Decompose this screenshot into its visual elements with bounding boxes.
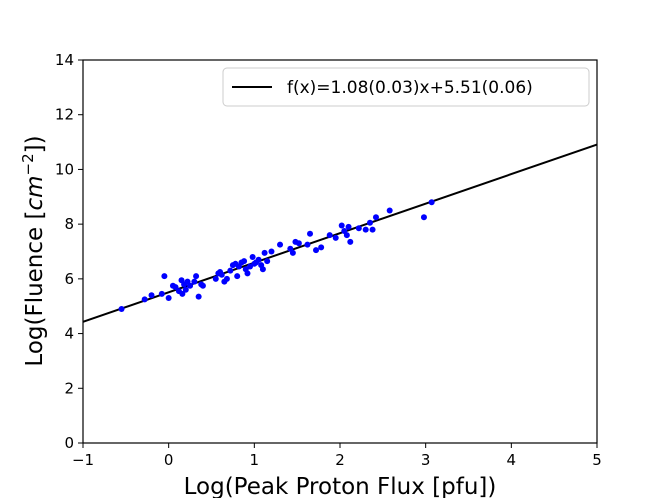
y-axis: 0 2 4 6 8 10 12 14	[55, 51, 83, 452]
y-axis-label-close: ])	[22, 135, 48, 153]
data-point	[304, 241, 311, 248]
legend-entry-fit: f(x)=1.08(0.03)x+5.51(0.06)	[287, 78, 533, 98]
data-point	[182, 286, 189, 293]
x-axis-label: Log(Peak Proton Flux [pfu])	[184, 474, 497, 498]
data-point	[158, 290, 165, 297]
y-tick-label: 6	[64, 270, 74, 288]
data-point	[289, 249, 296, 256]
data-point	[199, 282, 206, 289]
data-point	[179, 290, 186, 297]
y-tick-label: 14	[55, 51, 74, 69]
data-point	[372, 214, 379, 221]
data-point	[355, 225, 362, 232]
data-point	[241, 258, 248, 265]
y-axis-label-text: Log(Fluence [	[22, 211, 48, 367]
axes-frame	[82, 59, 598, 444]
data-point	[332, 234, 339, 241]
data-point	[420, 214, 427, 221]
data-point	[212, 275, 219, 282]
data-point	[244, 270, 251, 277]
data-point	[345, 223, 352, 230]
data-point	[234, 273, 241, 280]
data-point	[249, 253, 256, 260]
x-tick-label: 4	[507, 451, 517, 469]
data-point	[295, 240, 302, 247]
x-tick-label: 2	[335, 451, 345, 469]
x-axis: −1 0 1 2 3 4 5	[72, 443, 602, 469]
y-axis-label: Log(Fluence [cm−2])	[19, 135, 48, 366]
plot-area	[82, 143, 598, 323]
y-tick-label: 12	[55, 106, 74, 124]
y-tick-label: 2	[64, 379, 74, 397]
legend: f(x)=1.08(0.03)x+5.51(0.06)	[222, 67, 590, 107]
x-tick-label: 1	[250, 451, 260, 469]
data-point	[193, 273, 200, 280]
y-axis-label-math: cm	[22, 175, 48, 210]
y-tick-label: 0	[64, 434, 74, 452]
x-tick-label: 5	[592, 451, 602, 469]
fit-line	[82, 143, 598, 323]
data-point	[223, 275, 230, 282]
data-point	[118, 305, 125, 312]
data-point	[386, 207, 393, 214]
data-point	[187, 282, 194, 289]
data-point	[259, 266, 266, 273]
data-point	[247, 263, 254, 270]
x-tick-label: 0	[164, 451, 174, 469]
data-point	[338, 222, 345, 229]
data-point	[141, 296, 148, 303]
data-point	[369, 226, 376, 233]
data-point	[318, 244, 325, 251]
data-point	[362, 226, 369, 233]
data-point	[195, 293, 202, 300]
data-point	[268, 248, 275, 255]
data-point	[313, 247, 320, 254]
legend-box	[222, 67, 590, 107]
data-point	[227, 267, 234, 274]
data-point	[277, 241, 284, 248]
data-point	[347, 238, 354, 245]
x-tick-label: −1	[72, 451, 94, 469]
data-point	[366, 219, 373, 226]
data-point	[307, 230, 314, 237]
data-point	[165, 295, 172, 302]
data-point	[343, 232, 350, 239]
y-axis-label-exponent: −2	[19, 153, 37, 175]
y-tick-label: 8	[64, 215, 74, 233]
data-point	[172, 284, 179, 291]
data-point	[191, 278, 198, 285]
data-point	[255, 256, 262, 263]
data-point	[261, 249, 268, 256]
data-point	[161, 273, 168, 280]
data-point	[428, 199, 435, 206]
data-point	[218, 271, 225, 278]
x-tick-label: 3	[421, 451, 431, 469]
data-point	[264, 258, 271, 265]
y-tick-label: 10	[55, 160, 74, 178]
data-point	[148, 292, 155, 299]
data-point	[326, 232, 333, 239]
y-tick-label: 4	[64, 325, 74, 343]
